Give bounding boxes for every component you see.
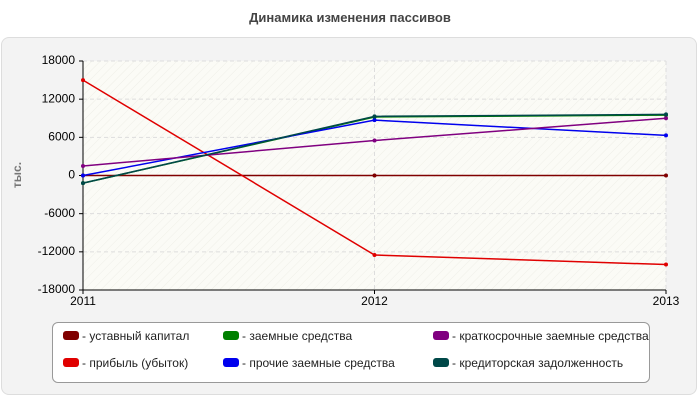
point	[81, 78, 85, 83]
y-tick-label: 12000	[42, 91, 76, 105]
legend-item: кредиторская задолженность	[433, 356, 653, 381]
point	[372, 173, 377, 178]
point	[372, 114, 377, 119]
legend: уставный капитал прибыль (убыток) заемные …	[52, 322, 650, 383]
legend-swatch	[63, 331, 79, 340]
x-tick-label: 2011	[70, 294, 96, 308]
legend-item: прибыль (убыток)	[63, 356, 223, 381]
y-tick-label: 18000	[42, 53, 76, 67]
point	[81, 163, 85, 168]
x-tick-label: 2012	[361, 294, 388, 308]
point	[81, 173, 85, 178]
x-tick-label: 2013	[653, 294, 680, 308]
legend-label: заемные средства	[242, 329, 352, 343]
point	[81, 181, 85, 186]
legend-swatch	[63, 357, 79, 367]
legend-item: уставный капитал	[63, 329, 223, 354]
legend-swatch	[433, 357, 449, 367]
y-tick-label: 0	[68, 168, 75, 182]
y-tick-label: 6000	[48, 130, 75, 144]
legend-item: краткосрочные заемные средства	[433, 329, 653, 354]
y-axis-label: тыс.	[10, 162, 24, 188]
legend-item: прочие заемные средства	[223, 356, 433, 381]
legend-swatch	[223, 331, 239, 340]
point	[664, 173, 668, 178]
point	[372, 138, 377, 143]
point	[664, 112, 668, 117]
y-tick-label: -6000	[44, 206, 75, 220]
chart-title: Динамика изменения пассивов	[249, 10, 451, 25]
point	[664, 262, 668, 267]
legend-label: кредиторская задолженность	[452, 356, 623, 370]
point	[372, 253, 377, 258]
legend-swatch	[223, 357, 239, 367]
legend-label: уставный капитал	[82, 329, 189, 343]
y-tick-label: -18000	[38, 282, 76, 296]
legend-swatch	[433, 331, 449, 340]
point	[664, 116, 668, 121]
legend-label: прочие заемные средства	[242, 356, 394, 370]
point	[372, 118, 377, 123]
y-tick-label: -12000	[38, 244, 76, 258]
legend-label: прибыль (убыток)	[82, 356, 188, 370]
legend-label: краткосрочные заемные средства	[452, 329, 648, 343]
legend-item: заемные средства	[223, 329, 433, 354]
point	[664, 133, 668, 138]
